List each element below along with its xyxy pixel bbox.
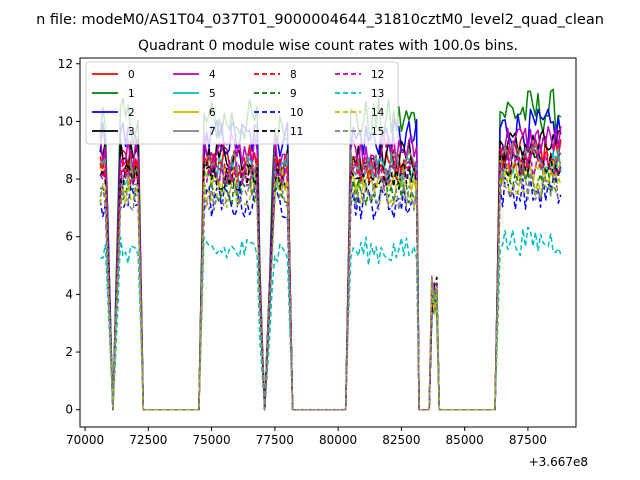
x-tick-label: 70000 — [66, 433, 104, 447]
legend-label-2: 2 — [128, 107, 135, 119]
y-tick-label: 12 — [58, 57, 73, 71]
y-axis: 0 2 4 6 8 10 12 — [58, 57, 80, 417]
legend-label-3: 3 — [128, 126, 135, 138]
x-tick-label: 80000 — [319, 433, 357, 447]
y-tick-label: 2 — [65, 345, 73, 359]
legend-label-5: 5 — [209, 88, 216, 100]
chart-title: Quadrant 0 module wise count rates with … — [138, 38, 518, 54]
legend-label-1: 1 — [128, 88, 135, 100]
x-tick-label: 75000 — [192, 433, 230, 447]
y-tick-label: 6 — [65, 230, 73, 244]
series-line-15 — [99, 171, 562, 411]
x-offset-label: +3.667e8 — [529, 455, 588, 469]
legend-label-11: 11 — [290, 126, 303, 138]
legend-label-4: 4 — [209, 69, 216, 81]
legend-label-7: 7 — [209, 126, 216, 138]
plot-border — [79, 57, 577, 428]
legend-label-13: 13 — [371, 88, 384, 100]
y-tick-label: 8 — [65, 172, 73, 186]
legend-label-9: 9 — [290, 88, 297, 100]
legend-label-0: 0 — [128, 69, 135, 81]
legend-label-10: 10 — [290, 107, 303, 119]
x-tick-label: 77500 — [256, 433, 294, 447]
x-tick-label: 72500 — [129, 433, 167, 447]
legend-box — [85, 61, 399, 145]
y-tick-label: 10 — [58, 114, 73, 128]
legend-label-12: 12 — [371, 69, 384, 81]
plot-series-group — [99, 88, 562, 411]
axes-frame — [79, 57, 577, 428]
x-tick-label: 87500 — [509, 433, 547, 447]
legend-label-15: 15 — [371, 126, 384, 138]
x-axis: 70000 72500 75000 77500 80000 82500 85000 87500 — [66, 427, 547, 447]
figure-suptitle: n file: modeM0/AS1T04_037T01_9000004644_… — [36, 12, 604, 28]
legend-label-6: 6 — [209, 107, 216, 119]
legend-label-14: 14 — [371, 107, 385, 119]
y-tick-label: 0 — [65, 403, 73, 417]
x-tick-label: 82500 — [382, 433, 420, 447]
x-tick-label: 85000 — [446, 433, 484, 447]
y-tick-label: 4 — [65, 287, 73, 301]
legend-label-8: 8 — [290, 69, 297, 81]
